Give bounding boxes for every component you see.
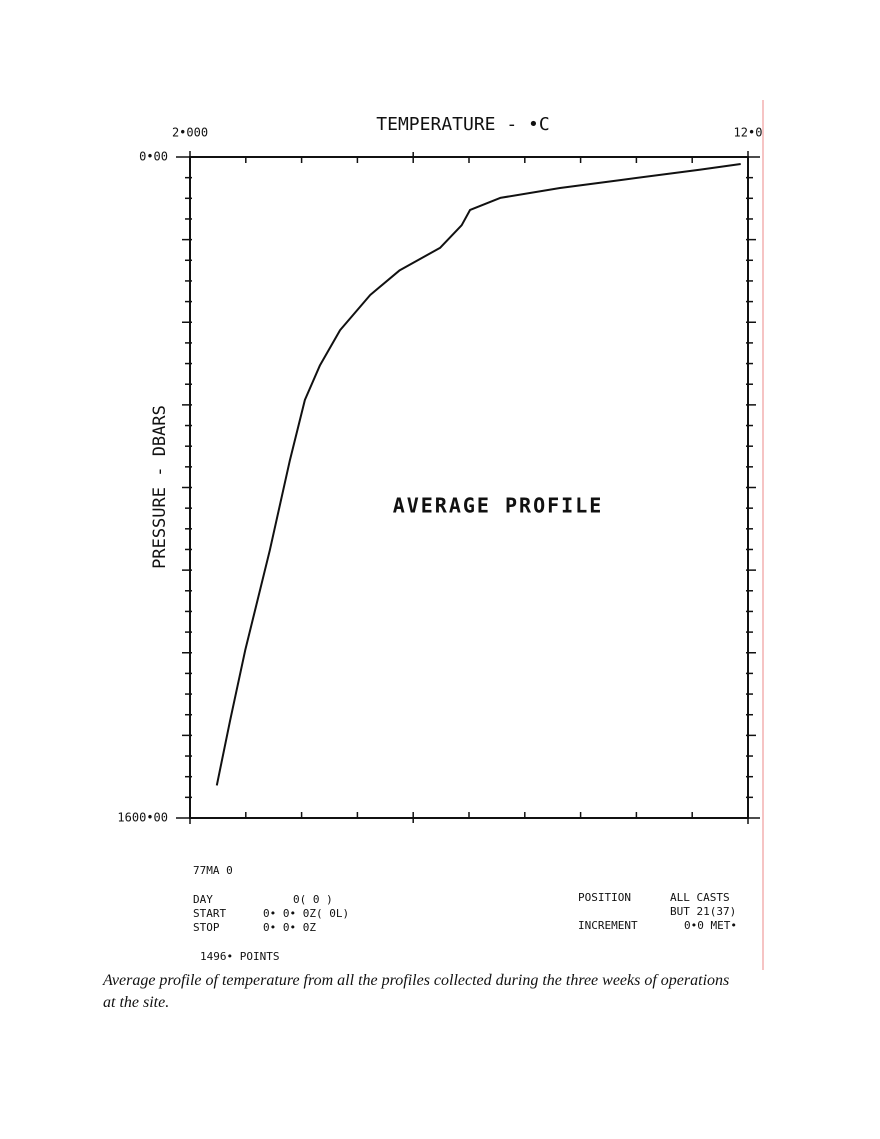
footer-text: BUT 21(37) (670, 905, 736, 918)
x-tick-label: 2•000 (172, 126, 208, 140)
footer-text: DAY (193, 893, 213, 906)
footer-text: 77MA 0 (193, 864, 233, 877)
footer-text: ALL CASTS (670, 891, 730, 904)
y-axis-label: PRESSURE - DBARS (150, 405, 170, 569)
footer-text: START (193, 907, 226, 920)
footer-text: 1496• POINTS (200, 950, 279, 963)
footer-text: POSITION (578, 891, 631, 904)
footer-text: 0( 0 ) (293, 893, 333, 906)
y-tick-label: 0•00 (139, 150, 168, 164)
footer-text: INCREMENT (578, 919, 638, 932)
x-tick-label: 12•0 (734, 126, 763, 140)
footer-text: 0• 0• 0Z (263, 921, 316, 934)
plot-frame (189, 156, 749, 819)
footer-text: STOP (193, 921, 220, 934)
y-tick-label: 1600•00 (117, 811, 168, 825)
chart-title: TEMPERATURE - •C (376, 114, 549, 135)
profile-line (215, 163, 741, 786)
annotation: AVERAGE PROFILE (393, 494, 604, 518)
footer-text: 0• 0• 0Z( 0L) (263, 907, 349, 920)
footer-text: 0•0 MET• (684, 919, 737, 932)
caption: Average profile of temperature from all … (103, 972, 730, 1011)
